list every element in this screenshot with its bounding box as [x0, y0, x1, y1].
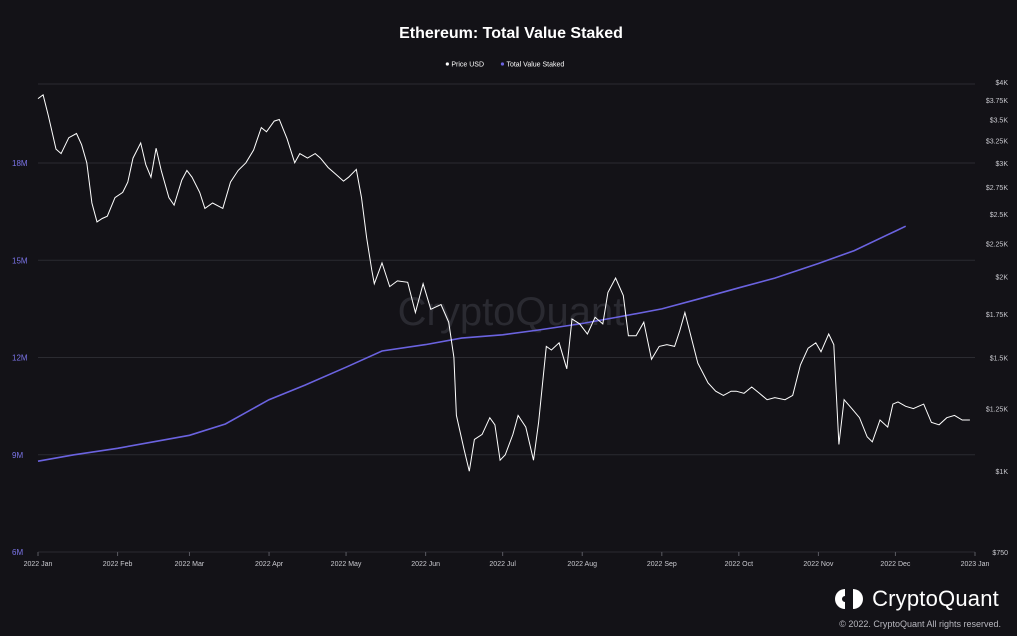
x-tick-label: 2022 Jun	[411, 561, 440, 568]
right-tick-label: $1.25K	[986, 407, 1009, 414]
right-tick-label: $1K	[996, 469, 1009, 476]
legend-item-price-usd[interactable]: Price USD	[445, 62, 484, 69]
x-tick-label: 2022 Jan	[24, 561, 53, 568]
left-axis: 6M 9M 12M 15M 18M	[12, 159, 28, 557]
legend-item-total-value-staked[interactable]: Total Value Staked	[500, 62, 565, 69]
x-tick-label: 2022 Sep	[647, 561, 677, 568]
chart-title: Ethereum: Total Value Staked	[399, 25, 623, 42]
x-tick-label: 2022 Nov	[803, 561, 833, 568]
x-tick-label: 2022 Feb	[103, 561, 133, 568]
x-tick-label: 2022 Mar	[175, 561, 205, 568]
legend-label: Total Value Staked	[506, 62, 564, 69]
x-tick-label: 2022 May	[331, 561, 362, 568]
series-line-total-value-staked	[37, 225, 907, 462]
brand: CryptoQuant	[834, 586, 999, 612]
x-axis: 2022 Jan 2022 Feb 2022 Mar 2022 Apr 2022 May…	[24, 552, 990, 568]
right-tick-label: $2.75K	[986, 185, 1009, 192]
copyright-text: © 2022. CryptoQuant All rights reserved.	[839, 619, 1001, 629]
cryptoquant-logo-icon	[835, 589, 864, 609]
right-tick-label: $2.5K	[990, 212, 1009, 219]
x-tick-label: 2022 Apr	[255, 561, 284, 568]
right-tick-label: $3K	[996, 161, 1009, 168]
legend-marker	[500, 62, 505, 66]
right-tick-label: $3.25K	[986, 138, 1009, 145]
brand-name: CryptoQuant	[872, 586, 999, 611]
x-tick-label: 2022 Aug	[567, 561, 597, 568]
x-tick-label: 2023 Jan	[961, 561, 990, 568]
right-axis: $750 $1K $1.25K $1.5K $1.75K $2K $2.25K $2.5K $2…	[986, 80, 1009, 557]
legend-marker	[445, 62, 449, 66]
left-tick-label: 15M	[12, 256, 28, 265]
right-tick-label: $4K	[996, 80, 1009, 87]
right-tick-label: $1.75K	[986, 312, 1009, 319]
right-tick-label: $1.5K	[990, 355, 1009, 362]
x-tick-label: 2022 Dec	[880, 561, 910, 568]
left-tick-label: 6M	[12, 548, 23, 557]
right-tick-label: $750	[992, 550, 1008, 557]
left-tick-label: 12M	[12, 354, 28, 363]
right-tick-label: $3.75K	[986, 98, 1009, 105]
left-tick-label: 9M	[12, 451, 23, 460]
watermark: CryptoQuant	[398, 290, 625, 334]
legend: Price USD Total Value Staked	[445, 62, 565, 69]
series-line-price-usd	[37, 94, 970, 472]
x-tick-label: 2022 Oct	[725, 561, 753, 568]
legend-label: Price USD	[451, 62, 484, 69]
right-tick-label: $3.5K	[990, 117, 1009, 124]
left-tick-label: 18M	[12, 159, 28, 168]
grid	[38, 83, 975, 553]
right-tick-label: $2.25K	[986, 242, 1009, 249]
x-tick-label: 2022 Jul	[489, 561, 516, 568]
right-tick-label: $2K	[996, 275, 1009, 282]
